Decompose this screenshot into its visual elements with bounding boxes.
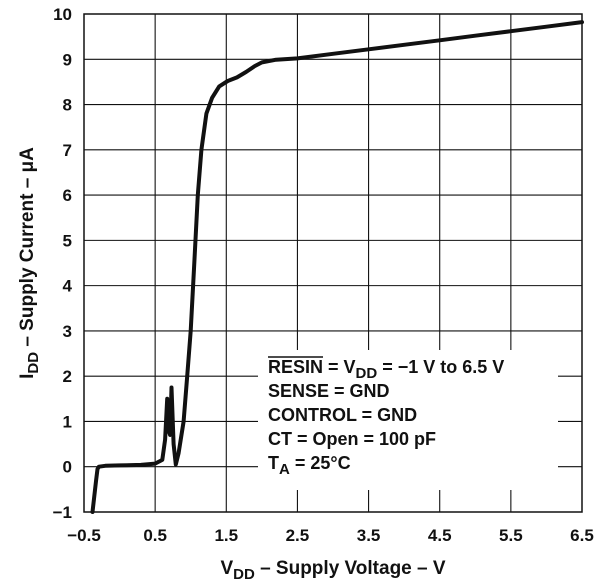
y-tick-label: 2 (63, 367, 72, 386)
y-tick-label: 7 (63, 141, 72, 160)
x-tick-label: 6.5 (570, 526, 594, 545)
x-tick-labels: −0.5 0.5 1.5 2.5 3.5 4.5 5.5 6.5 (67, 526, 594, 545)
x-tick-label: 5.5 (499, 526, 523, 545)
annotation-line: SENSE = GND (268, 381, 390, 401)
y-tick-label: 5 (63, 231, 72, 250)
x-tick-label: 1.5 (214, 526, 238, 545)
y-tick-label: 6 (63, 186, 72, 205)
x-tick-label: 0.5 (143, 526, 167, 545)
resin-label: RESIN (268, 357, 323, 377)
annotation-background (258, 350, 558, 490)
y-axis-title-sub: DD (25, 352, 42, 374)
x-tick-label: −0.5 (67, 526, 101, 545)
annotation-box (258, 350, 558, 490)
x-axis-title: VDD – Supply Voltage – V (220, 558, 445, 582)
y-tick-label: 4 (63, 277, 73, 296)
x-tick-label: 3.5 (357, 526, 381, 545)
y-tick-label: −1 (53, 503, 72, 522)
x-axis-title-sub: DD (233, 566, 255, 582)
x-tick-label: 2.5 (286, 526, 310, 545)
x-tick-label: 4.5 (428, 526, 452, 545)
series-line-idd (90, 20, 584, 514)
annotation-line: CONTROL = GND (268, 405, 417, 425)
y-tick-label: 8 (63, 96, 72, 115)
y-tick-label: 3 (63, 322, 72, 341)
x-axis-title-main: V (220, 558, 233, 579)
annotation-line: RESIN = VDD = −1 V to 6.5 V (268, 357, 504, 382)
annotation-line: TA = 25°C (268, 453, 351, 478)
y-tick-labels: −1 0 1 2 3 4 5 6 7 8 9 10 (53, 5, 73, 522)
y-tick-label: 10 (53, 5, 72, 24)
y-axis-title: IDD – Supply Current – μA (17, 147, 42, 379)
y-axis-title-rest: – Supply Current – μA (17, 147, 38, 352)
x-axis-title-rest: – Supply Voltage – V (255, 558, 446, 579)
y-axis-title-main: I (17, 374, 38, 379)
annotation-line: CT = Open = 100 pF (268, 429, 436, 449)
y-tick-label: 0 (63, 458, 72, 477)
plot-frame (83, 13, 583, 513)
y-tick-label: 1 (63, 412, 72, 431)
y-tick-label: 9 (63, 50, 72, 69)
